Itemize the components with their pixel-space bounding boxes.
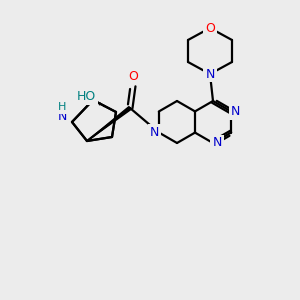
Text: N: N: [205, 68, 215, 80]
Text: H: H: [58, 102, 66, 112]
Text: O: O: [205, 22, 215, 34]
Text: N: N: [230, 105, 240, 118]
Text: O: O: [128, 70, 138, 83]
Text: N: N: [150, 126, 160, 139]
Text: N: N: [57, 110, 67, 124]
Text: N: N: [230, 105, 240, 118]
Text: N: N: [212, 136, 222, 149]
Text: O: O: [128, 70, 138, 83]
Text: N: N: [57, 110, 67, 124]
Text: N: N: [205, 68, 215, 80]
Polygon shape: [87, 106, 131, 141]
Text: H: H: [58, 102, 66, 112]
Text: HO: HO: [76, 91, 96, 103]
Text: N: N: [150, 126, 160, 139]
Text: HO: HO: [76, 91, 96, 103]
Text: O: O: [205, 22, 215, 34]
Text: N: N: [212, 136, 222, 149]
